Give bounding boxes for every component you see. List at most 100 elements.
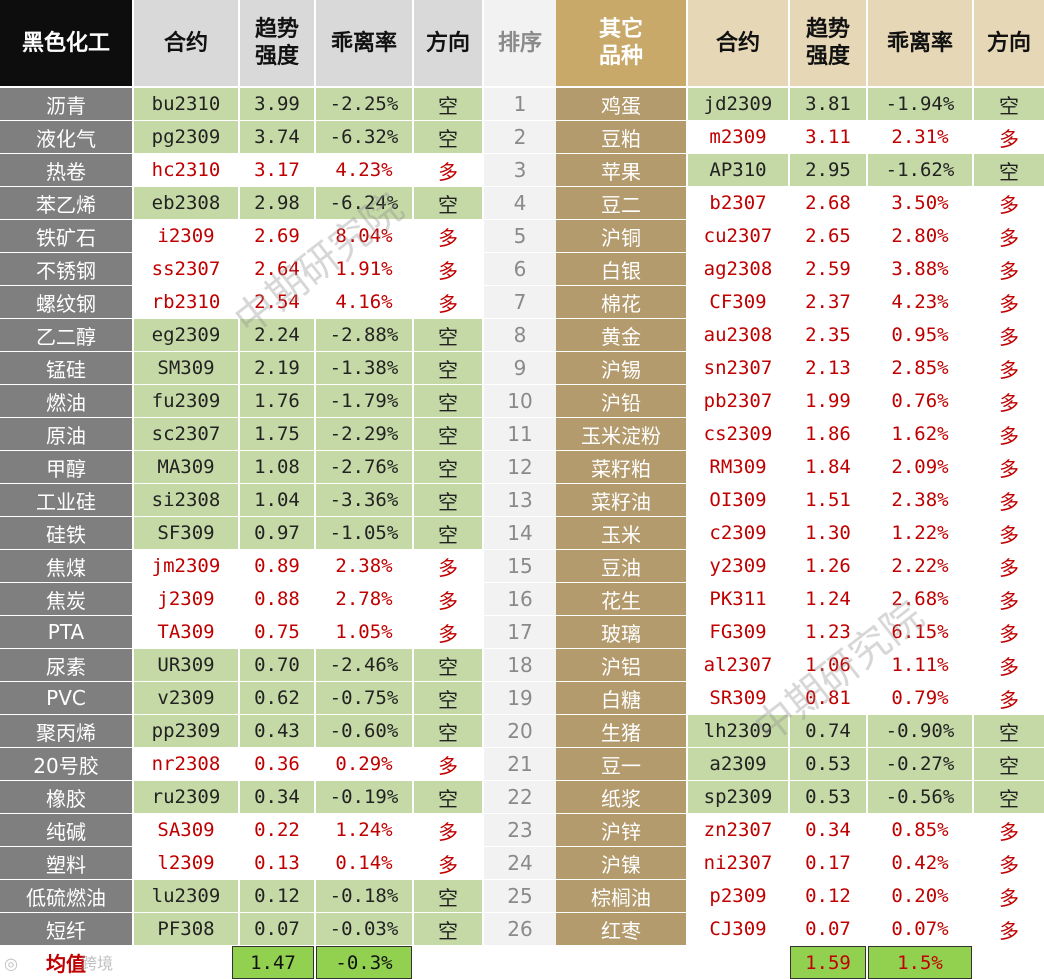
- left-row-23-name: 纯碱: [0, 814, 132, 846]
- left-row-17-contract: TA309: [134, 616, 238, 648]
- right-row-2-contract: m2309: [688, 121, 788, 153]
- left-row-4-strength: 2.98: [240, 187, 314, 219]
- left-row-17-direction: 多: [414, 616, 482, 648]
- right-row-15-name: 豆油: [556, 550, 686, 582]
- right-row-24-strength: 0.17: [790, 847, 866, 879]
- left-row-4-contract: eb2308: [134, 187, 238, 219]
- left-row-23-contract: SA309: [134, 814, 238, 846]
- left-row-13-name: 工业硅: [0, 484, 132, 516]
- right-row-20-contract: lh2309: [688, 715, 788, 747]
- rank-17: 17: [484, 616, 556, 648]
- header-rank: 排序: [484, 0, 556, 86]
- left-row-26-contract: PF308: [134, 913, 238, 945]
- left-row-11-contract: sc2307: [134, 418, 238, 450]
- right-row-1-name: 鸡蛋: [556, 88, 686, 120]
- left-row-25-strength: 0.12: [240, 880, 314, 912]
- right-row-21-direction: 空: [974, 748, 1044, 780]
- header-right-strength-line1: 趋势: [805, 17, 850, 42]
- left-row-15-strength: 0.89: [240, 550, 314, 582]
- right-row-6-contract: ag2308: [688, 253, 788, 285]
- header-left-strength: 趋势 强度: [240, 0, 314, 86]
- right-row-10-direction: 多: [974, 385, 1044, 417]
- left-row-1-contract: bu2310: [134, 88, 238, 120]
- rank-24: 24: [484, 847, 556, 879]
- right-row-17-name: 玻璃: [556, 616, 686, 648]
- rank-13: 13: [484, 484, 556, 516]
- left-row-7-name: 螺纹钢: [0, 286, 132, 318]
- right-row-6-direction: 多: [974, 253, 1044, 285]
- left-row-7-direction: 多: [414, 286, 482, 318]
- rank-18: 18: [484, 649, 556, 681]
- left-row-5-direction: 多: [414, 220, 482, 252]
- left-row-10-direction: 空: [414, 385, 482, 417]
- right-row-8-direction: 多: [974, 319, 1044, 351]
- left-row-2-contract: pg2309: [134, 121, 238, 153]
- right-row-3-contract: AP310: [688, 154, 788, 186]
- right-row-7-name: 棉花: [556, 286, 686, 318]
- right-row-7-deviation: 4.23%: [868, 286, 972, 318]
- left-row-14-deviation: -1.05%: [316, 517, 412, 549]
- left-row-19-deviation: -0.75%: [316, 682, 412, 714]
- left-row-14-strength: 0.97: [240, 517, 314, 549]
- left-row-1-direction: 空: [414, 88, 482, 120]
- left-row-15-deviation: 2.38%: [316, 550, 412, 582]
- right-row-17-deviation: 6.15%: [868, 616, 972, 648]
- right-row-25-direction: 多: [974, 880, 1044, 912]
- footer-right-deviation-avg: 1.5%: [868, 946, 972, 979]
- left-row-22-contract: ru2309: [134, 781, 238, 813]
- rank-8: 8: [484, 319, 556, 351]
- right-row-21-contract: a2309: [688, 748, 788, 780]
- left-row-16-deviation: 2.78%: [316, 583, 412, 615]
- right-row-19-name: 白糖: [556, 682, 686, 714]
- left-row-8-strength: 2.24: [240, 319, 314, 351]
- right-row-9-strength: 2.13: [790, 352, 866, 384]
- right-row-14-contract: c2309: [688, 517, 788, 549]
- rank-26: 26: [484, 913, 556, 945]
- left-row-25-name: 低硫燃油: [0, 880, 132, 912]
- header-left-category: 黑色化工: [0, 0, 132, 86]
- left-row-19-name: PVC: [0, 682, 132, 714]
- left-row-22-direction: 空: [414, 781, 482, 813]
- header-right-strength: 趋势 强度: [790, 0, 866, 86]
- left-row-26-strength: 0.07: [240, 913, 314, 945]
- left-row-20-strength: 0.43: [240, 715, 314, 747]
- right-row-25-deviation: 0.20%: [868, 880, 972, 912]
- left-row-2-deviation: -6.32%: [316, 121, 412, 153]
- left-row-18-name: 尿素: [0, 649, 132, 681]
- right-row-26-deviation: 0.07%: [868, 913, 972, 945]
- rank-6: 6: [484, 253, 556, 285]
- rank-7: 7: [484, 286, 556, 318]
- right-row-3-deviation: -1.62%: [868, 154, 972, 186]
- left-row-6-direction: 多: [414, 253, 482, 285]
- left-row-12-name: 甲醇: [0, 451, 132, 483]
- right-row-3-name: 苹果: [556, 154, 686, 186]
- left-row-21-contract: nr2308: [134, 748, 238, 780]
- left-row-17-name: PTA: [0, 616, 132, 648]
- rank-14: 14: [484, 517, 556, 549]
- header-left-strength-line1: 趋势: [254, 17, 299, 42]
- rank-23: 23: [484, 814, 556, 846]
- left-row-15-direction: 多: [414, 550, 482, 582]
- left-row-8-deviation: -2.88%: [316, 319, 412, 351]
- right-row-12-strength: 1.84: [790, 451, 866, 483]
- left-row-3-strength: 3.17: [240, 154, 314, 186]
- header-right-category-line1: 其它: [598, 17, 643, 42]
- left-row-14-contract: SF309: [134, 517, 238, 549]
- header-right-contract: 合约: [688, 0, 788, 86]
- right-row-24-direction: 多: [974, 847, 1044, 879]
- left-row-4-direction: 空: [414, 187, 482, 219]
- footer-right-strength-avg: 1.59: [790, 946, 866, 979]
- right-row-4-deviation: 3.50%: [868, 187, 972, 219]
- left-row-6-contract: ss2307: [134, 253, 238, 285]
- rank-4: 4: [484, 187, 556, 219]
- left-row-5-name: 铁矿石: [0, 220, 132, 252]
- rank-2: 2: [484, 121, 556, 153]
- right-row-22-deviation: -0.56%: [868, 781, 972, 813]
- rank-3: 3: [484, 154, 556, 186]
- right-row-21-deviation: -0.27%: [868, 748, 972, 780]
- left-row-9-contract: SM309: [134, 352, 238, 384]
- right-row-15-contract: y2309: [688, 550, 788, 582]
- rank-1: 1: [484, 88, 556, 120]
- right-row-13-direction: 多: [974, 484, 1044, 516]
- left-row-23-direction: 多: [414, 814, 482, 846]
